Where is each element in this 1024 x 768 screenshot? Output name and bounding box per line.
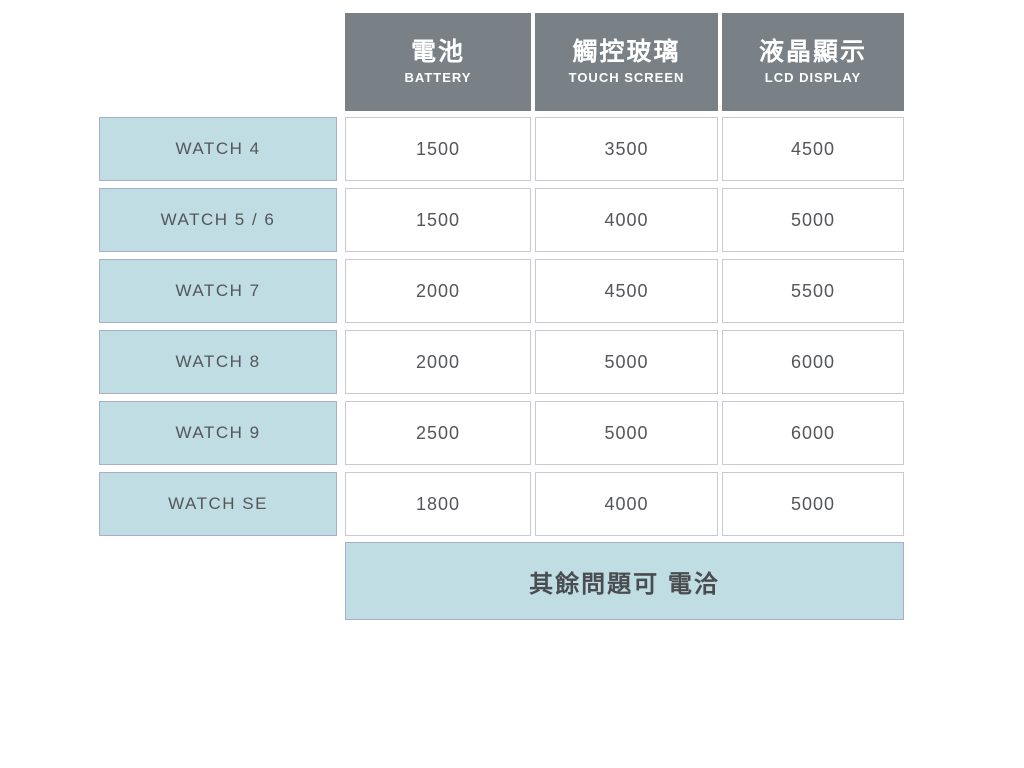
price-cell-watch-8-battery: 2000: [345, 330, 531, 394]
price-cell-watch-5-6-battery: 1500: [345, 188, 531, 252]
row-label-watch-9: WATCH 9: [99, 401, 337, 465]
row-label-watch-8: WATCH 8: [99, 330, 337, 394]
price-cell-watch-4-battery: 1500: [345, 117, 531, 181]
header-battery-zh: 電池: [410, 38, 465, 66]
header-cell-touch-screen: 觸控玻璃 TOUCH SCREEN: [535, 13, 718, 111]
row-label-watch-7: WATCH 7: [99, 259, 337, 323]
header-cell-lcd-display: 液晶顯示 LCD DISPLAY: [722, 13, 904, 111]
price-cell-watch-9-lcd-display: 6000: [722, 401, 904, 465]
row-label-watch-5-6: WATCH 5 / 6: [99, 188, 337, 252]
row-label-watch-se: WATCH SE: [99, 472, 337, 536]
price-cell-watch-9-battery: 2500: [345, 401, 531, 465]
header-lcd-display-zh: 液晶顯示: [758, 38, 867, 66]
header-touch-screen-zh: 觸控玻璃: [572, 38, 681, 66]
header-cell-battery: 電池 BATTERY: [345, 13, 531, 111]
price-cell-watch-7-lcd-display: 5500: [722, 259, 904, 323]
price-cell-watch-se-touch-screen: 4000: [535, 472, 718, 536]
header-touch-screen-en: TOUCH SCREEN: [568, 70, 685, 85]
price-cell-watch-5-6-lcd-display: 5000: [722, 188, 904, 252]
header-lcd-display-en: LCD DISPLAY: [764, 70, 862, 85]
price-cell-watch-4-touch-screen: 3500: [535, 117, 718, 181]
footer-note: 其餘問題可 電洽: [345, 542, 904, 620]
price-cell-watch-4-lcd-display: 4500: [722, 117, 904, 181]
price-cell-watch-7-touch-screen: 4500: [535, 259, 718, 323]
row-label-watch-4: WATCH 4: [99, 117, 337, 181]
price-cell-watch-8-lcd-display: 6000: [722, 330, 904, 394]
price-cell-watch-se-battery: 1800: [345, 472, 531, 536]
price-cell-watch-se-lcd-display: 5000: [722, 472, 904, 536]
header-battery-en: BATTERY: [404, 70, 472, 85]
price-cell-watch-8-touch-screen: 5000: [535, 330, 718, 394]
price-cell-watch-5-6-touch-screen: 4000: [535, 188, 718, 252]
price-cell-watch-7-battery: 2000: [345, 259, 531, 323]
price-cell-watch-9-touch-screen: 5000: [535, 401, 718, 465]
